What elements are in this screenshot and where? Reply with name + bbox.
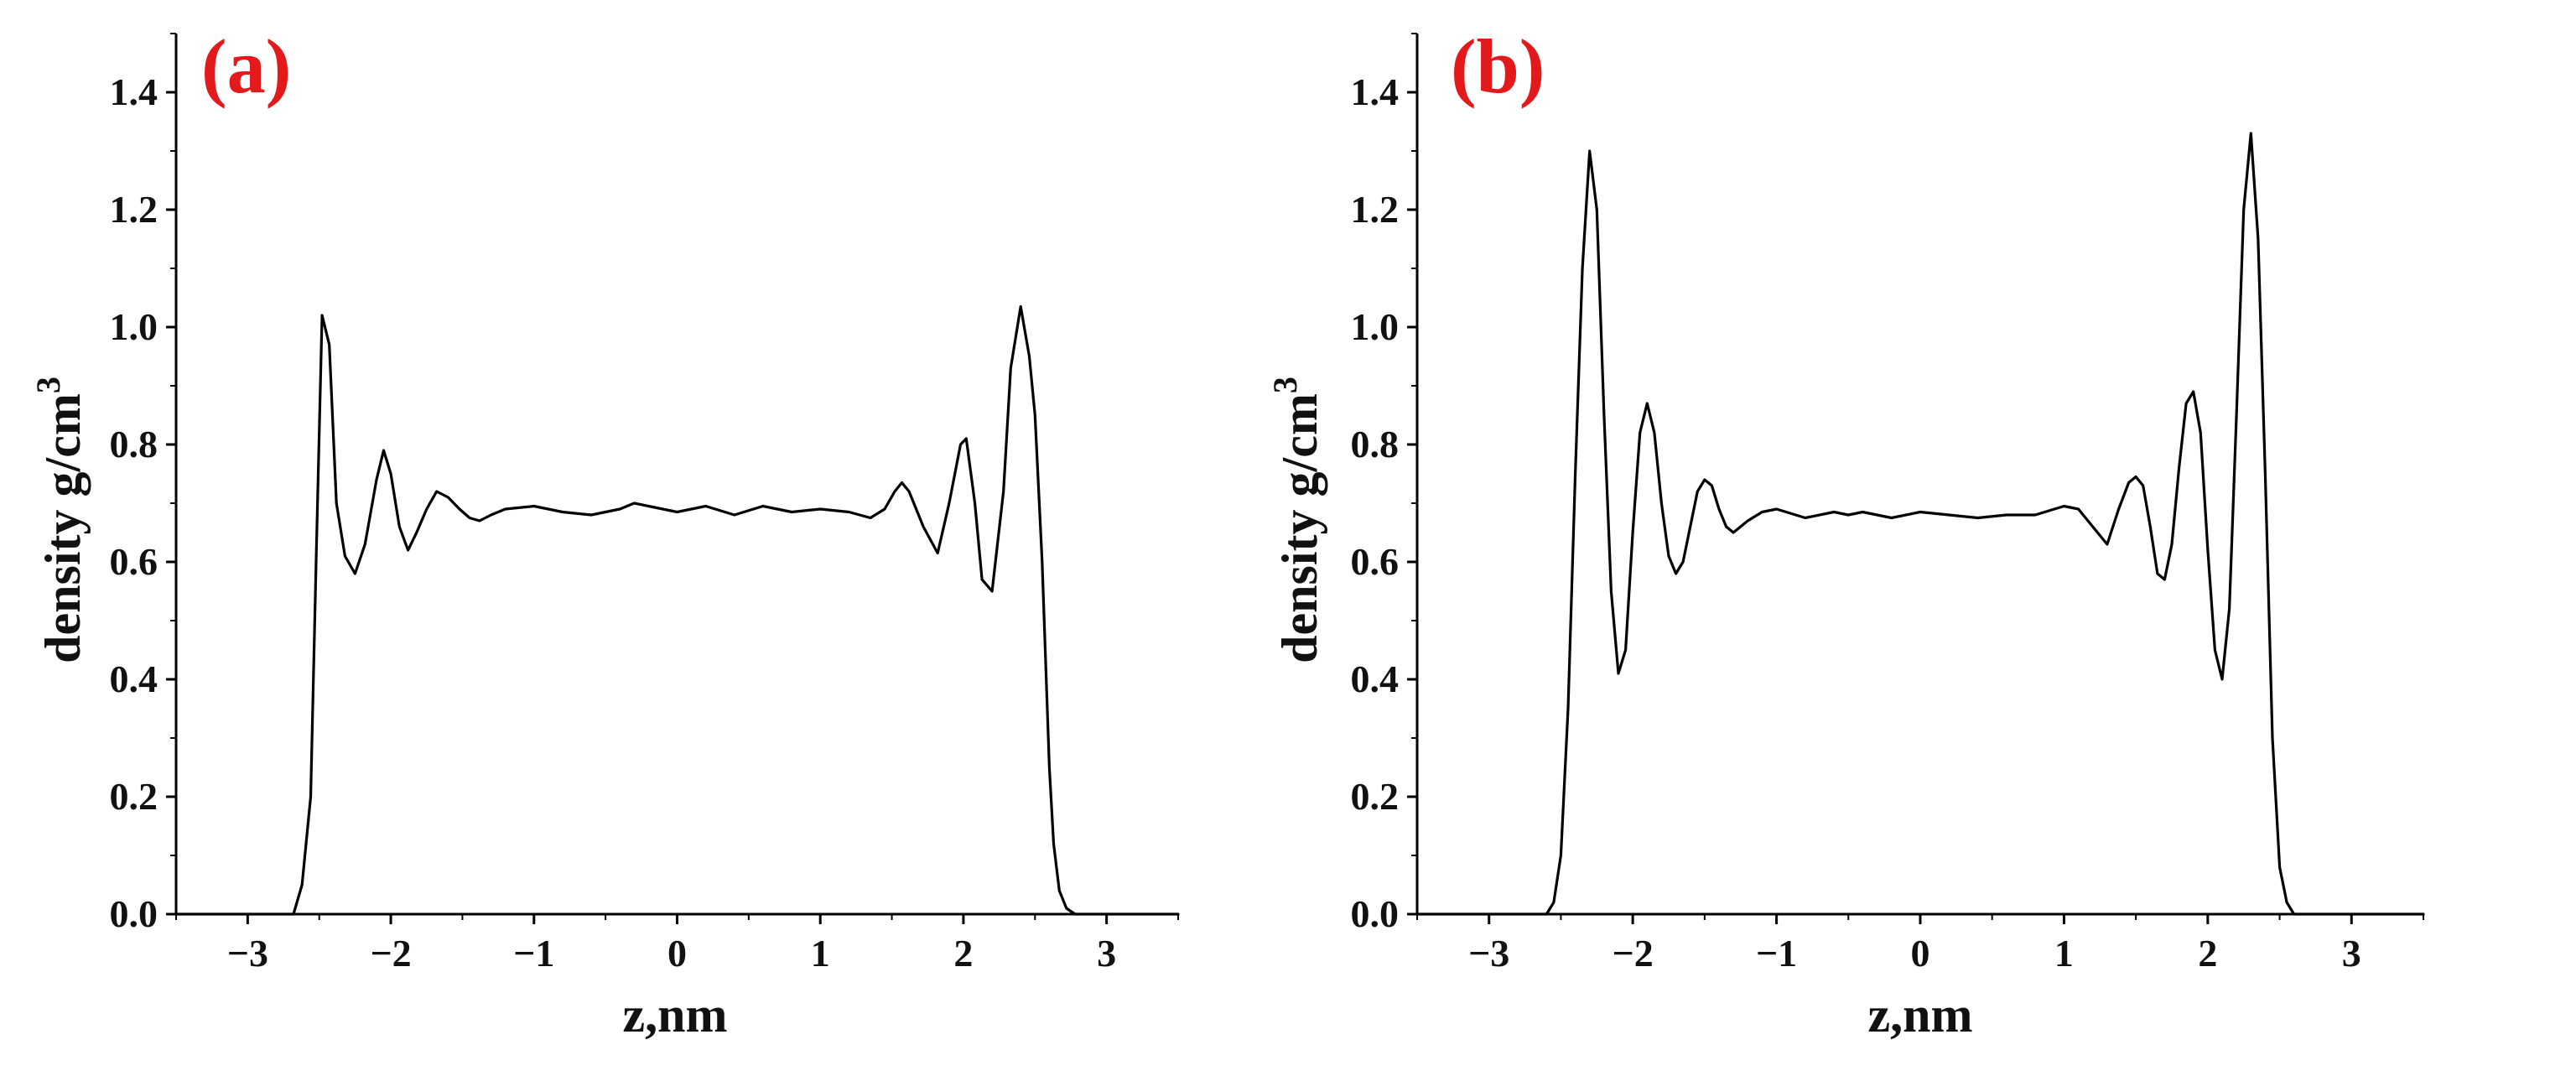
panel-label-a: (a) [201,23,291,109]
y-axis-title-b: density g/cm3 [1266,377,1327,663]
x-tick-label-b: 0 [1911,932,1930,975]
x-tick-label-a: −2 [370,932,411,975]
y-tick-label-b: 1.4 [1351,70,1400,113]
y-axis-title-main-a: density g/cm [35,393,91,663]
density-line-b [1415,132,2425,916]
x-axis-title-b: z,nm [1868,987,1973,1042]
x-tick-label-b: −1 [1756,932,1797,975]
x-tick-label-a: −3 [227,932,268,975]
y-tick-label-b: 1.0 [1351,305,1400,348]
y-tick-label-b: 0.0 [1351,892,1400,935]
plot-area-a [174,304,1180,916]
y-axis-title-a: density g/cm3 [29,377,91,663]
axes-a: 0.0 0.2 0.4 0.6 0.8 1.0 1.2 1.4 −3 −2 −1 0 1 2 3 [110,33,1179,975]
axes-b: 0.0 0.2 0.4 0.6 0.8 1.0 1.2 1.4 −3 −2 −1 0 1 2 3 [1351,33,2424,975]
x-tick-label-b: 1 [2054,932,2074,975]
y-tick-label-a: 0.0 [110,892,158,935]
chart-panel-b: (b) density g/cm3 z,nm 0.00.20.40.60.81.… [1266,23,2425,1042]
y-tick-label-b: 0.2 [1351,775,1400,818]
x-tick-label-b: 3 [2342,932,2361,975]
y-axis-title-text-a: density g/cm3 [29,377,91,663]
y-tick-label-a: 0.8 [110,423,158,465]
x-tick-label-a: 0 [667,932,687,975]
y-tick-label-b: 0.8 [1351,423,1400,465]
y-tick-label-b: 0.4 [1351,658,1400,700]
x-tick-label-b: −2 [1613,932,1654,975]
y-tick-label-a: 1.2 [110,188,158,231]
y-axis-title-main-b: density g/cm [1272,393,1327,663]
y-tick-label-b: 1.2 [1351,188,1400,231]
x-tick-label-a: −1 [513,932,554,975]
x-tick-label-a: 3 [1097,932,1116,975]
y-tick-label-a: 1.0 [110,305,158,348]
chart-panel-a: (a) density g/cm3 z,nm 0.00.20.40.60.81.… [29,23,1180,1042]
y-tick-label-a: 0.4 [110,658,158,700]
y-tick-label-a: 1.4 [110,70,158,113]
panel-label-b: (b) [1451,23,1545,109]
x-tick-label-a: 1 [811,932,830,975]
y-tick-label-a: 0.2 [110,775,158,818]
x-axis-title-a: z,nm [623,987,728,1042]
y-tick-label-a: 0.6 [110,540,158,583]
y-axis-title-superscript-b: 3 [1266,377,1304,393]
plot-area-b [1415,132,2425,916]
y-axis-title-text-b: density g/cm3 [1266,377,1327,663]
y-axis-title-superscript-a: 3 [29,377,67,393]
density-line-a [174,304,1180,916]
x-tick-label-a: 2 [953,932,973,975]
x-tick-label-b: 2 [2198,932,2217,975]
y-tick-label-b: 0.6 [1351,540,1400,583]
x-tick-label-b: −3 [1468,932,1509,975]
